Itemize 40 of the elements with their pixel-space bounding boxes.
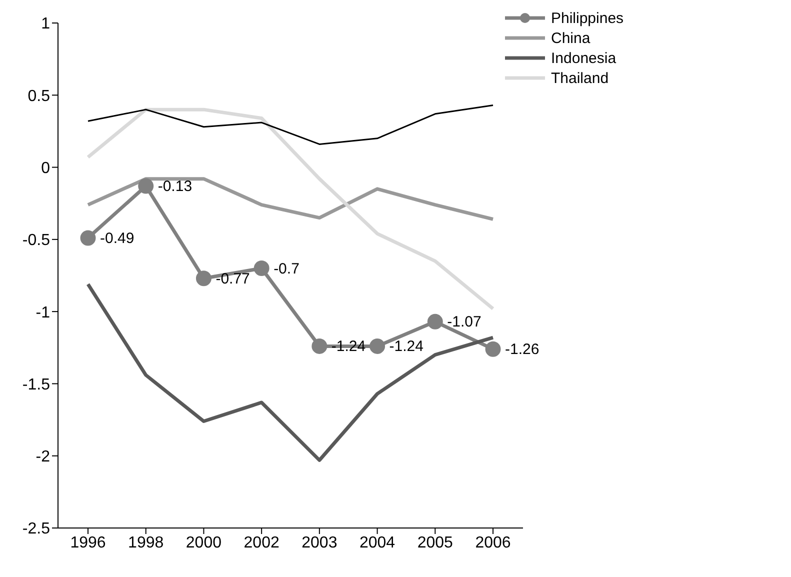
y-tick-label: -2 bbox=[36, 448, 50, 466]
x-tick-label: 2004 bbox=[359, 534, 396, 552]
data-label: -1.07 bbox=[447, 314, 482, 331]
point bbox=[254, 260, 270, 276]
data-label: -0.49 bbox=[100, 230, 134, 247]
legend-label: Philippines bbox=[551, 10, 624, 26]
legend-label: Indonesia bbox=[551, 50, 616, 66]
data-label: -1.26 bbox=[505, 341, 540, 358]
point bbox=[485, 341, 501, 357]
point bbox=[427, 314, 443, 330]
x-tick-label: 1996 bbox=[70, 534, 106, 552]
y-tick-label: 0 bbox=[41, 160, 50, 177]
y-tick-label: 1 bbox=[41, 16, 50, 33]
legend-label: China bbox=[551, 30, 590, 46]
data-label: -0.13 bbox=[158, 178, 192, 196]
point bbox=[138, 178, 154, 194]
point bbox=[312, 338, 328, 354]
y-tick-label: -1.5 bbox=[22, 376, 50, 394]
x-tick-label: 2005 bbox=[417, 534, 454, 552]
data-label: -1.24 bbox=[389, 338, 424, 356]
point bbox=[370, 338, 386, 354]
x-tick-label: 2000 bbox=[186, 534, 222, 552]
x-tick-label: 2003 bbox=[302, 534, 338, 552]
data-label: -1.24 bbox=[331, 338, 366, 356]
y-tick-label: -2.5 bbox=[22, 520, 50, 538]
x-tick-label: 1998 bbox=[128, 534, 164, 552]
line-series bbox=[86, 177, 495, 221]
data-label: -0.77 bbox=[216, 270, 250, 288]
line-series bbox=[86, 282, 495, 462]
line-series bbox=[86, 108, 495, 310]
y-tick-label: 0.5 bbox=[28, 88, 50, 105]
point bbox=[80, 230, 96, 246]
data-label: -0.7 bbox=[274, 260, 300, 278]
y-tick-label: -0.5 bbox=[22, 232, 50, 250]
x-tick-label: 2002 bbox=[244, 534, 280, 552]
point bbox=[196, 270, 212, 286]
x-tick-label: 2006 bbox=[475, 534, 511, 552]
legend-label: Thailand bbox=[551, 70, 609, 86]
y-tick-label: -1 bbox=[36, 304, 50, 322]
line-series bbox=[87, 104, 494, 145]
